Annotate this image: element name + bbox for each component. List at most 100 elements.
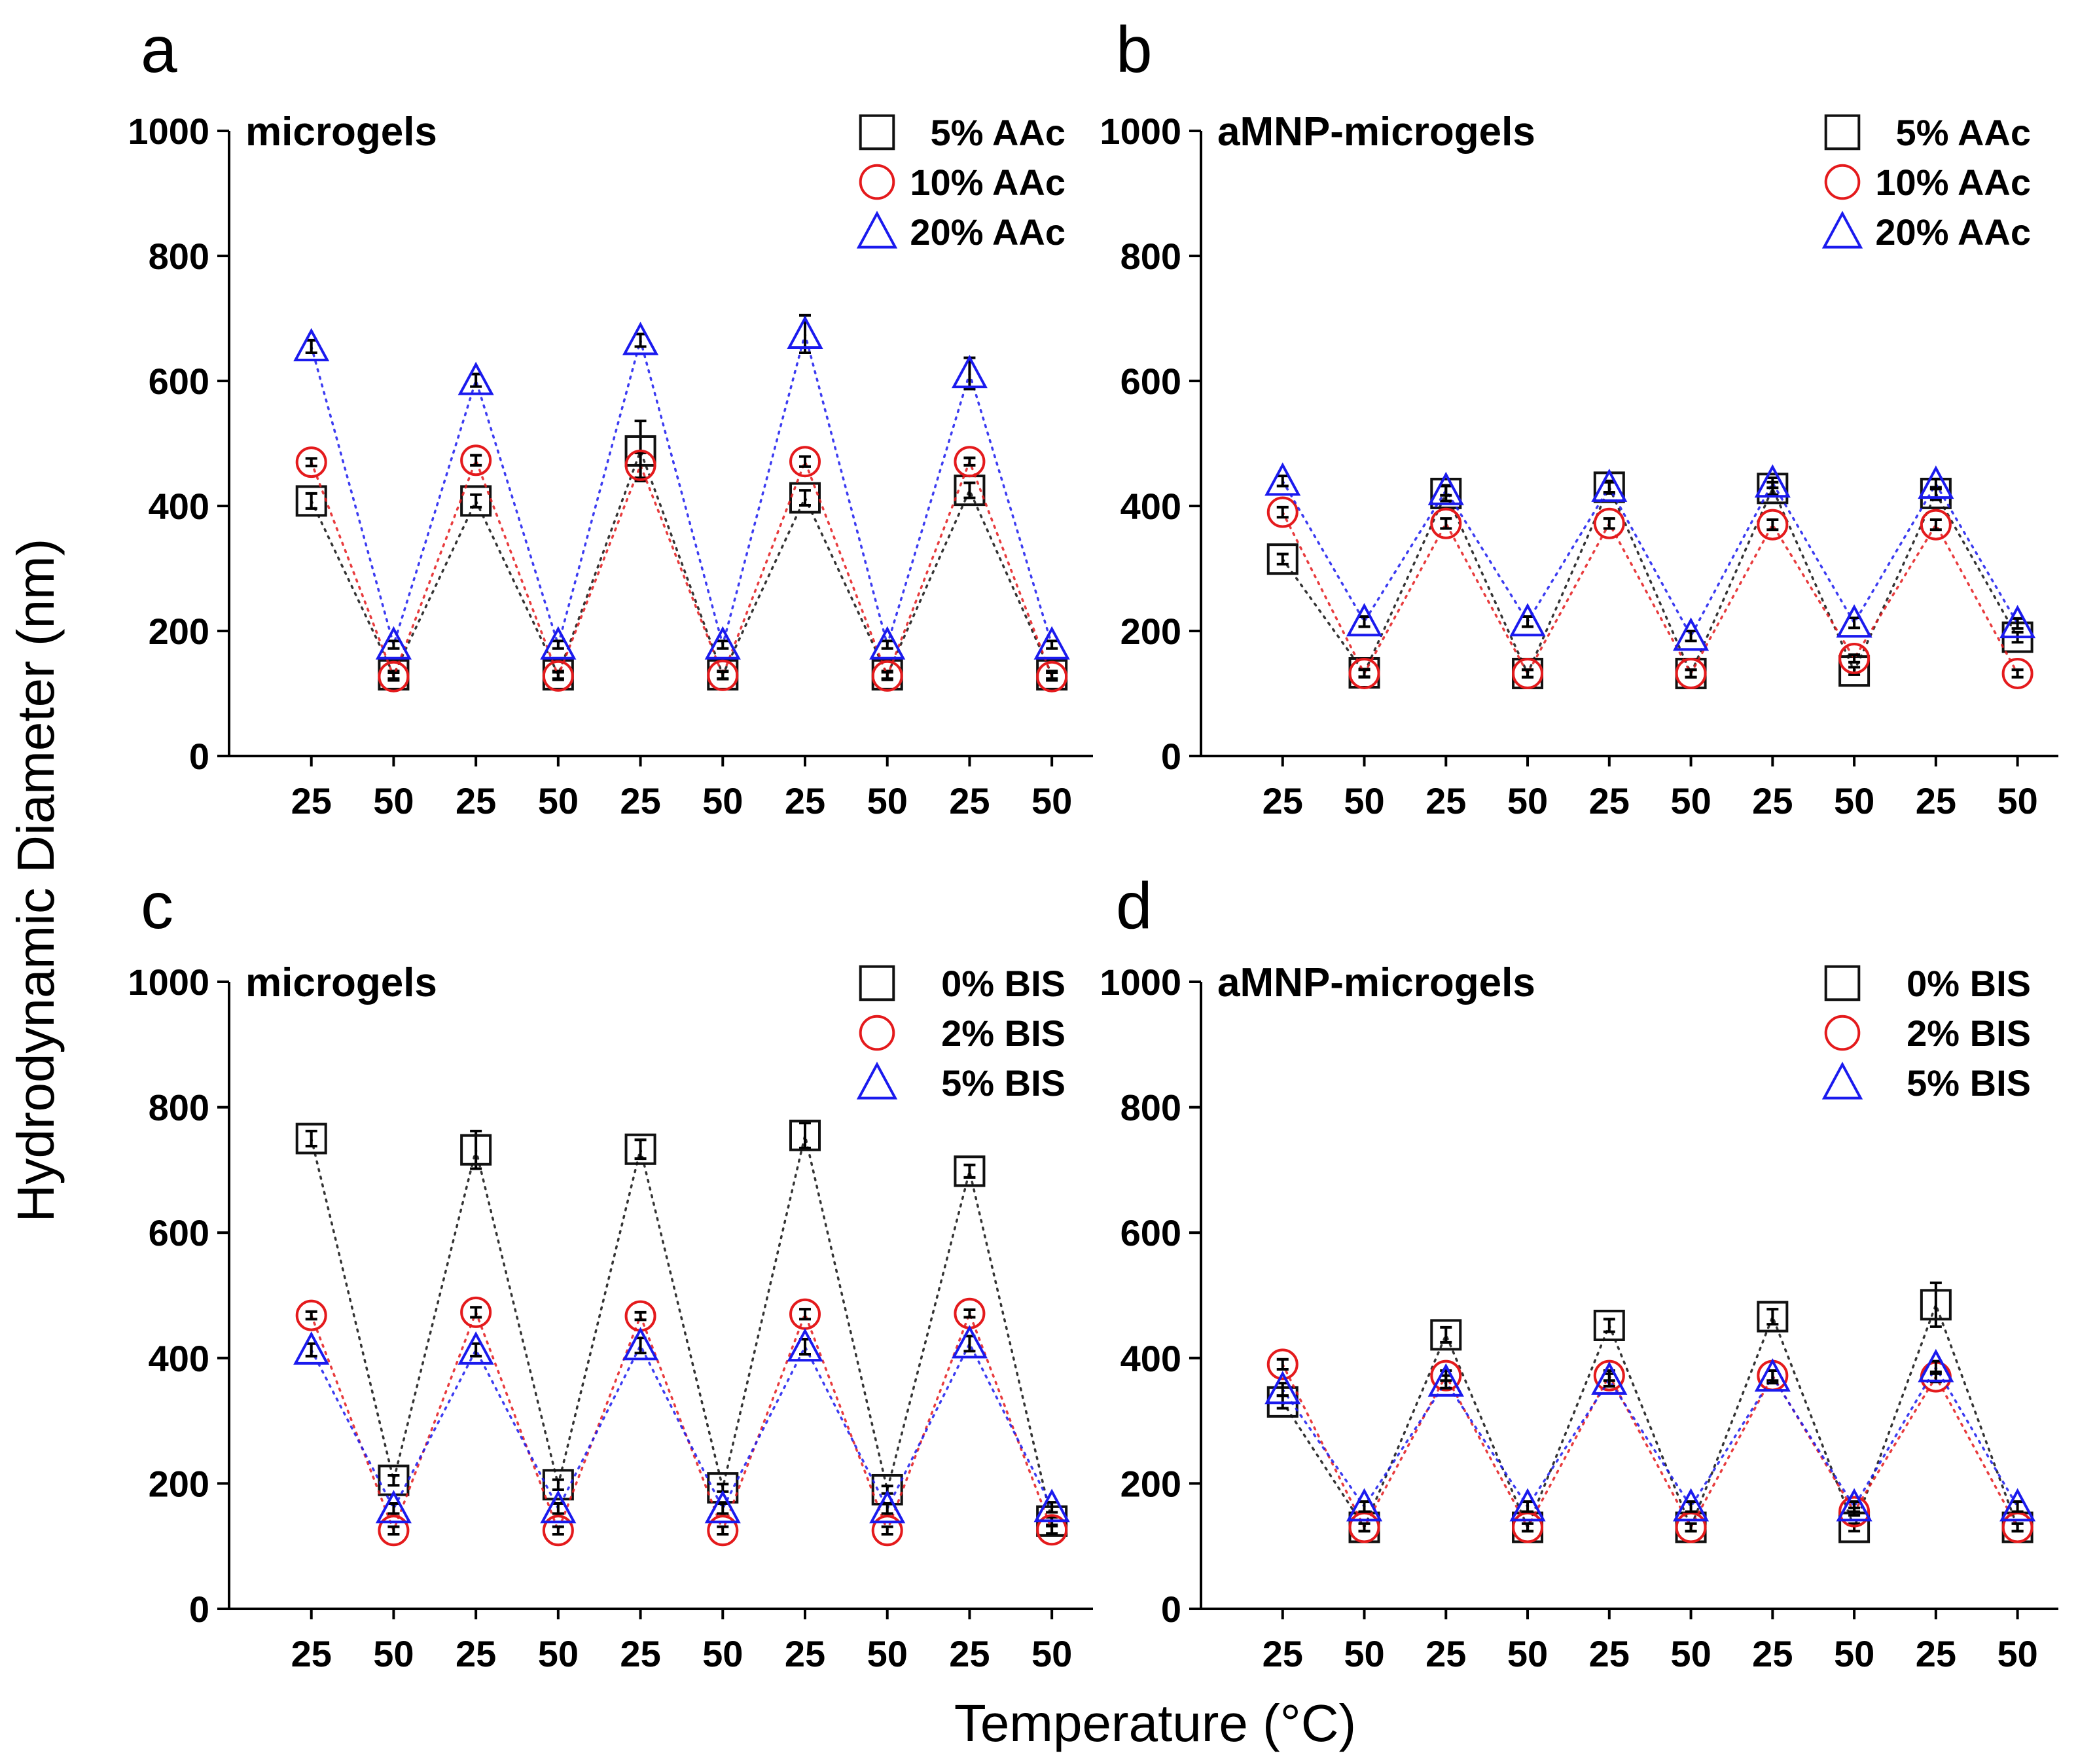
legend-label: 5% AAc [931, 112, 1066, 153]
series-line [1281, 511, 2019, 676]
data-point [704, 1490, 741, 1524]
data-point [1754, 464, 1791, 498]
data-point [1673, 617, 1710, 651]
series-1 [1266, 1348, 2033, 1543]
legend-label: 10% AAc [910, 162, 1066, 203]
data-point [375, 626, 412, 660]
x-tick-label: 25 [1589, 780, 1630, 821]
data-point [954, 446, 986, 478]
legend: 5% AAc 10% AAc 20% AAc [1821, 112, 2031, 253]
x-tick-label: 50 [538, 780, 579, 821]
legend-label: 20% AAc [1875, 211, 2031, 253]
y-tick-label: 0 [1161, 736, 1181, 777]
data-point [293, 328, 330, 362]
panel-d: d 0 200 400 600 800 1000 25 50 25 50 25 50 25 50 25 50 aM… [1100, 869, 2058, 1674]
series-1 [295, 1296, 1068, 1547]
data-point [704, 626, 741, 660]
data-point [1509, 603, 1546, 637]
legend-marker [1824, 164, 1861, 200]
data-point [1264, 462, 1301, 496]
y-tick-label: 800 [149, 236, 209, 277]
data-point [1757, 473, 1789, 505]
series-0 [1266, 471, 2033, 689]
legend: 5% AAc 10% AAc 20% AAc [856, 112, 1066, 253]
data-point [1591, 468, 1628, 502]
series-2 [1264, 462, 2036, 651]
data-point [707, 1515, 739, 1547]
y-tick-label: 600 [149, 361, 209, 402]
data-point [375, 1490, 412, 1524]
x-tick-label: 50 [1031, 780, 1072, 821]
x-tick-label: 50 [538, 1633, 579, 1674]
legend-marker [859, 114, 895, 151]
data-point [1266, 543, 1299, 575]
data-point [1427, 471, 1464, 505]
data-point [951, 355, 988, 389]
data-point [1918, 465, 1954, 499]
data-point [1999, 605, 2036, 639]
data-point [869, 626, 906, 660]
x-tick-label: 50 [1344, 780, 1384, 821]
panel-letter: d [1116, 869, 1153, 943]
data-point [1920, 509, 1952, 541]
data-point [622, 1327, 659, 1361]
y-tick-label: 200 [1120, 611, 1181, 652]
x-tick-label: 25 [1263, 1633, 1303, 1674]
data-point [1838, 1496, 1871, 1528]
legend-label: 5% AAc [1896, 112, 2031, 153]
y-tick-label: 1000 [1100, 111, 1181, 152]
y-tick-label: 0 [1161, 1589, 1181, 1630]
data-point [1346, 603, 1383, 637]
legend-label: 5% BIS [941, 1062, 1066, 1104]
x-tick-label: 50 [373, 1633, 414, 1674]
x-tick-label: 25 [785, 1633, 825, 1674]
y-tick-label: 400 [1120, 1338, 1181, 1379]
data-point [295, 1299, 327, 1331]
data-point [540, 1490, 577, 1524]
data-point [951, 1325, 988, 1359]
legend-marker [1824, 965, 1861, 1001]
data-point [707, 659, 739, 691]
data-point [1348, 657, 1380, 689]
panel-letter: b [1116, 13, 1153, 86]
series-line [310, 1135, 1053, 1522]
data-point [295, 1123, 327, 1155]
data-point [1920, 1289, 1952, 1321]
series-line [1281, 1365, 2019, 1509]
series-1 [295, 444, 1068, 693]
data-point [1033, 1488, 1070, 1522]
panel-title: microgels [245, 960, 437, 1005]
y-axis-label: Hydrodynamic Diameter (nm) [7, 539, 65, 1223]
x-tick-label: 25 [1752, 780, 1793, 821]
data-point [622, 321, 659, 355]
x-tick-label: 50 [1834, 1633, 1874, 1674]
data-point [1591, 1361, 1628, 1395]
data-point [1266, 1348, 1299, 1380]
series-0 [295, 420, 1068, 691]
x-tick-label: 25 [456, 1633, 496, 1674]
series-0 [295, 1119, 1068, 1537]
data-point [1430, 1359, 1462, 1392]
panel-title: microgels [245, 109, 437, 154]
x-tick-label: 25 [456, 780, 496, 821]
legend-marker [856, 210, 898, 249]
x-axis-label: Temperature (°C) [954, 1694, 1356, 1752]
legend-marker [1821, 210, 1863, 249]
series-line [1281, 480, 2019, 639]
data-point [624, 449, 656, 481]
series-line [310, 329, 1053, 649]
x-tick-label: 50 [702, 1633, 743, 1674]
legend-label: 2% BIS [941, 1013, 1066, 1054]
x-tick-label: 25 [620, 780, 660, 821]
panel-title: aMNP-microgels [1217, 960, 1535, 1005]
data-point [1430, 507, 1462, 539]
x-tick-label: 25 [1916, 1633, 1956, 1674]
y-tick-label: 400 [149, 1338, 209, 1379]
data-point [1427, 1363, 1464, 1397]
panel-b: b 0 200 400 600 800 1000 25 50 25 50 25 50 25 50 25 50 aM… [1100, 13, 2058, 821]
legend-marker [1824, 1015, 1861, 1051]
data-point [2001, 657, 2033, 689]
x-tick-label: 50 [1507, 1633, 1548, 1674]
x-tick-label: 50 [1834, 780, 1874, 821]
